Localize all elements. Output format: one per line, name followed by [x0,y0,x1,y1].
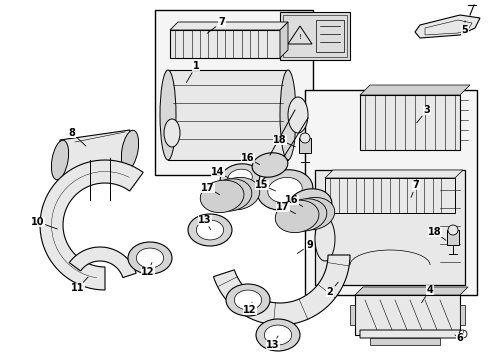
Ellipse shape [458,330,466,338]
Polygon shape [170,22,287,30]
Polygon shape [446,230,458,245]
Bar [283,15,346,57]
Ellipse shape [234,290,261,310]
Ellipse shape [227,169,252,187]
Text: 18: 18 [273,135,286,145]
Text: 3: 3 [423,105,429,115]
Polygon shape [359,85,469,95]
Ellipse shape [287,189,331,221]
Bar [170,30,280,58]
Bar [359,95,459,150]
Text: 16: 16 [285,195,298,205]
Text: 14: 14 [211,167,224,177]
Polygon shape [359,330,461,338]
Ellipse shape [314,217,334,261]
Ellipse shape [208,179,251,211]
Ellipse shape [257,170,312,210]
Ellipse shape [264,325,291,345]
Text: !: ! [298,34,301,40]
Bar [280,12,349,60]
Ellipse shape [121,130,138,170]
Text: 11: 11 [71,283,84,293]
Bar [155,10,312,175]
Bar [305,90,476,295]
Ellipse shape [128,242,172,274]
Text: 17: 17 [201,183,214,193]
Polygon shape [280,22,287,58]
Text: 17: 17 [276,202,289,212]
Polygon shape [414,15,479,38]
Text: 15: 15 [255,180,268,190]
Polygon shape [40,160,143,290]
Ellipse shape [225,284,269,316]
Bar [354,295,459,335]
Polygon shape [354,287,467,295]
Ellipse shape [447,225,457,235]
Ellipse shape [290,197,334,230]
Ellipse shape [287,97,307,133]
Text: 13: 13 [265,340,279,350]
Polygon shape [213,255,349,325]
Bar [314,170,464,285]
Text: 5: 5 [461,25,468,35]
Ellipse shape [51,140,68,180]
Bar [459,305,464,325]
Ellipse shape [136,248,163,268]
Text: 4: 4 [426,285,432,295]
Text: 10: 10 [31,217,45,227]
Ellipse shape [160,70,176,160]
Ellipse shape [299,133,309,143]
Text: 8: 8 [68,128,75,138]
Ellipse shape [200,180,244,213]
Text: 12: 12 [243,305,256,315]
Bar [325,178,454,213]
Bar [349,305,354,325]
Text: 7: 7 [412,180,419,190]
Text: 1: 1 [192,61,199,71]
Polygon shape [325,170,462,178]
Polygon shape [298,138,310,153]
Text: 9: 9 [306,240,313,250]
Ellipse shape [280,70,295,160]
Text: 16: 16 [241,153,254,163]
Polygon shape [69,247,136,278]
Ellipse shape [187,214,231,246]
Text: 13: 13 [198,215,211,225]
Bar [315,20,343,52]
Text: 12: 12 [141,267,154,277]
Text: 6: 6 [456,333,463,343]
Ellipse shape [163,119,180,147]
Ellipse shape [283,199,326,231]
Polygon shape [369,338,439,345]
Text: 7: 7 [218,17,225,27]
Ellipse shape [216,177,259,210]
Text: 2: 2 [326,287,333,297]
Ellipse shape [196,220,223,240]
Ellipse shape [267,177,302,203]
Text: 18: 18 [427,227,441,237]
Bar [168,70,287,160]
Ellipse shape [220,164,259,192]
Ellipse shape [275,200,318,233]
Polygon shape [60,130,130,180]
Ellipse shape [256,319,299,351]
Ellipse shape [252,153,287,177]
